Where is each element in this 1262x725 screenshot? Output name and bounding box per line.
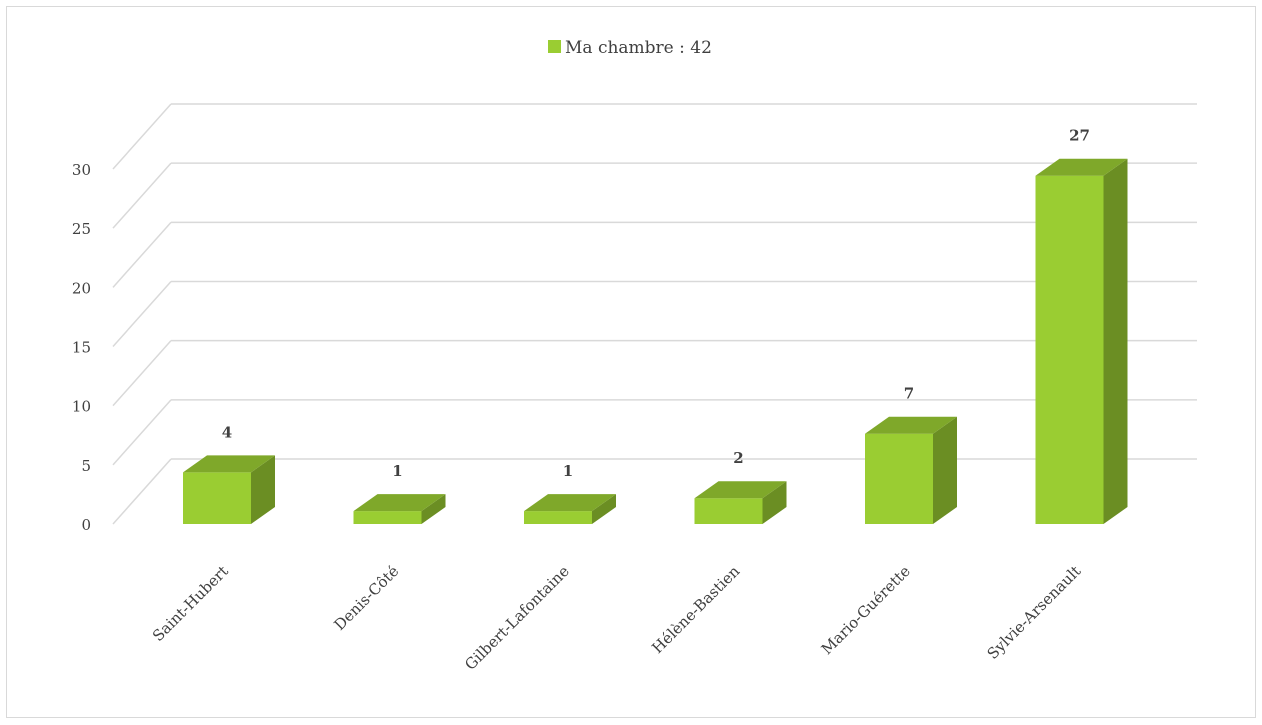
y-tick-label: 20 bbox=[72, 279, 91, 297]
chart-frame: 0 5 10 15 20 25 30 4 1 1 2 7 27 Saint-Hubert Denis-C… bbox=[6, 6, 1256, 718]
x-category-label: Hélène-Bastien bbox=[648, 562, 743, 657]
gridline-depth bbox=[112, 458, 172, 525]
bar-side bbox=[1103, 158, 1128, 524]
legend-swatch bbox=[548, 40, 561, 53]
gridline-depth bbox=[112, 340, 172, 407]
gridline-depth bbox=[112, 103, 172, 170]
bar-side bbox=[592, 494, 616, 524]
data-label: 4 bbox=[222, 423, 232, 441]
bar-top bbox=[694, 481, 787, 499]
gridline-depth bbox=[112, 399, 172, 466]
x-category-label: Sylvie-Arsenault bbox=[984, 562, 1085, 663]
bar bbox=[694, 498, 763, 524]
y-tick-label: 0 bbox=[81, 516, 91, 534]
x-axis-categories: Saint-Hubert Denis-Côté Gilbert-Lafontaine… bbox=[149, 562, 1084, 674]
gridline-depth bbox=[112, 162, 172, 229]
bar-side bbox=[251, 455, 275, 524]
y-tick-label: 15 bbox=[72, 339, 91, 357]
x-category-label: Saint-Hubert bbox=[149, 562, 232, 645]
data-label: 2 bbox=[733, 449, 743, 467]
y-tick-label: 30 bbox=[72, 161, 91, 179]
x-category-label: Mario-Guérette bbox=[818, 562, 914, 658]
gridline-depth bbox=[112, 281, 172, 347]
x-category-label: Denis-Côté bbox=[331, 562, 403, 634]
bar-top bbox=[1035, 158, 1128, 176]
bars bbox=[183, 158, 1128, 524]
bar bbox=[183, 472, 251, 524]
bar-top bbox=[353, 494, 446, 512]
legend: Ma chambre : 42 bbox=[548, 38, 712, 58]
bar-side bbox=[421, 494, 446, 524]
x-category-label: Gilbert-Lafontaine bbox=[461, 562, 573, 674]
legend-label: Ma chambre : 42 bbox=[565, 38, 712, 58]
bar-top bbox=[183, 455, 275, 473]
bar-side bbox=[933, 416, 957, 524]
gridline-depth bbox=[112, 221, 172, 288]
y-tick-label: 5 bbox=[81, 457, 91, 475]
bar-top bbox=[865, 416, 957, 434]
bar bbox=[353, 511, 422, 524]
y-tick-label: 25 bbox=[72, 220, 91, 238]
y-tick-label: 10 bbox=[72, 398, 91, 416]
bar bbox=[524, 511, 592, 524]
data-label: 7 bbox=[904, 385, 914, 403]
bar bbox=[865, 433, 933, 524]
data-label: 27 bbox=[1069, 127, 1090, 145]
bar-side bbox=[762, 481, 787, 524]
data-label: 1 bbox=[392, 462, 402, 480]
bar-top bbox=[524, 494, 616, 512]
bar bbox=[1035, 175, 1104, 524]
data-label: 1 bbox=[563, 462, 573, 480]
y-axis-ticks: 0 5 10 15 20 25 30 bbox=[72, 161, 91, 534]
gridlines bbox=[112, 103, 1197, 525]
